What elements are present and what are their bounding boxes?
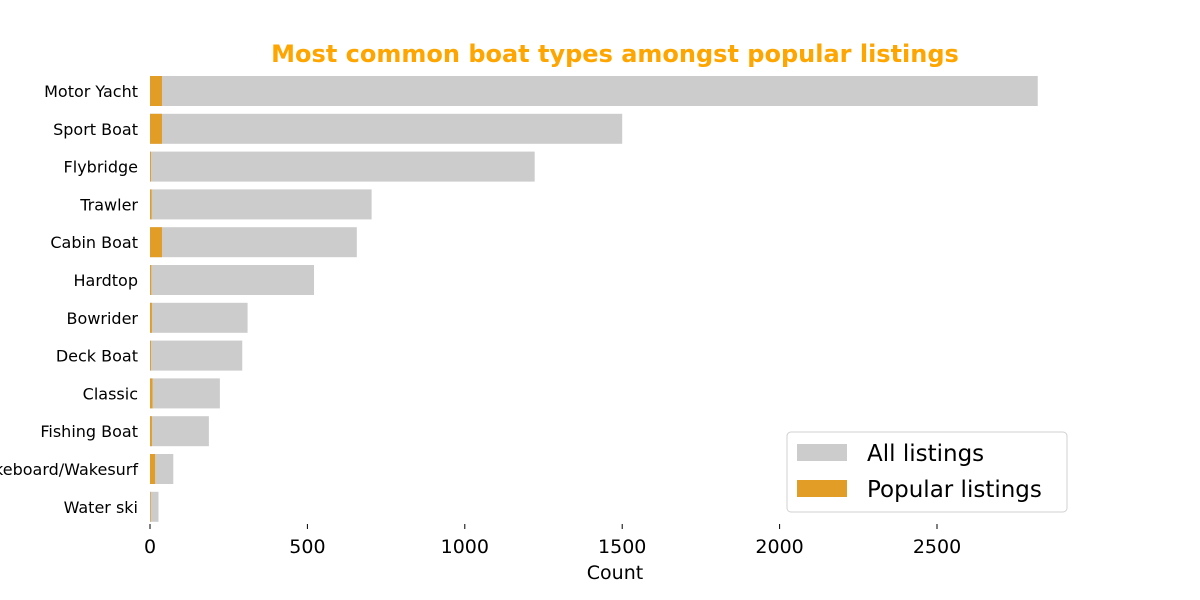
category-label-wakeboard-wakesurf: Wakeboard/Wakesurf — [0, 460, 138, 479]
popular-listings-bars — [150, 76, 162, 522]
legend-swatch-all-listings — [797, 444, 847, 461]
category-label-hardtop: Hardtop — [73, 271, 138, 290]
category-label-cabin-boat: Cabin Boat — [50, 233, 138, 252]
category-label-sport-boat: Sport Boat — [53, 120, 138, 139]
legend-frame — [786, 431, 1068, 513]
chart-title: Most common boat types amongst popular l… — [271, 40, 959, 68]
category-label-motor-yacht: Motor Yacht — [44, 82, 138, 101]
x-axis: 0 500 1000 1500 2000 2500 — [144, 524, 961, 558]
x-tick-label-0: 0 — [144, 536, 156, 558]
bar-popular-cabin-boat — [150, 227, 162, 258]
bar-popular-trawler — [150, 189, 152, 220]
bar-popular-bowrider — [150, 302, 152, 333]
bar-all-deck-boat — [150, 340, 243, 371]
bar-all-motor-yacht — [150, 76, 1038, 106]
bar-all-wakeboard-wakesurf — [150, 454, 174, 484]
category-label-fishing-boat: Fishing Boat — [40, 422, 138, 441]
x-tick-label-2000: 2000 — [755, 536, 803, 558]
category-label-flybridge: Flybridge — [64, 158, 138, 177]
legend: All listings Popular listings — [786, 431, 1068, 513]
bar-all-classic — [150, 378, 220, 409]
category-label-trawler: Trawler — [79, 195, 138, 214]
bar-all-water-ski — [150, 491, 159, 522]
bar-popular-hardtop — [150, 265, 152, 295]
bar-popular-motor-yacht — [150, 76, 162, 106]
bar-popular-wakeboard-wakesurf — [150, 454, 156, 484]
bar-all-bowrider — [150, 302, 248, 333]
bar-popular-deck-boat — [150, 340, 151, 371]
bar-all-trawler — [150, 189, 372, 220]
category-labels: Motor Yacht Sport Boat Flybridge Trawler Cab… — [0, 82, 138, 517]
x-tick-label-2500: 2500 — [913, 536, 961, 558]
bar-popular-water-ski — [150, 491, 151, 522]
bar-popular-fishing-boat — [150, 416, 152, 447]
x-tick-label-1000: 1000 — [441, 536, 489, 558]
category-label-deck-boat: Deck Boat — [56, 347, 138, 366]
category-label-water-ski: Water ski — [64, 498, 138, 517]
bar-popular-sport-boat — [150, 113, 162, 144]
category-label-classic: Classic — [83, 384, 138, 403]
bar-all-sport-boat — [150, 113, 623, 144]
bar-all-fishing-boat — [150, 416, 209, 447]
legend-label-popular-listings: Popular listings — [867, 477, 1042, 503]
legend-label-all-listings: All listings — [867, 441, 984, 467]
bar-popular-flybridge — [150, 151, 151, 182]
bar-all-flybridge — [150, 151, 535, 182]
category-label-bowrider: Bowrider — [67, 309, 139, 328]
all-listings-bars — [150, 76, 1038, 522]
bar-all-cabin-boat — [150, 227, 357, 258]
bar-all-hardtop — [150, 265, 315, 295]
x-axis-label: Count — [587, 562, 643, 584]
bar-popular-classic — [150, 378, 153, 409]
x-tick-label-500: 500 — [289, 536, 325, 558]
legend-swatch-popular-listings — [797, 480, 847, 497]
x-tick-label-1500: 1500 — [598, 536, 646, 558]
